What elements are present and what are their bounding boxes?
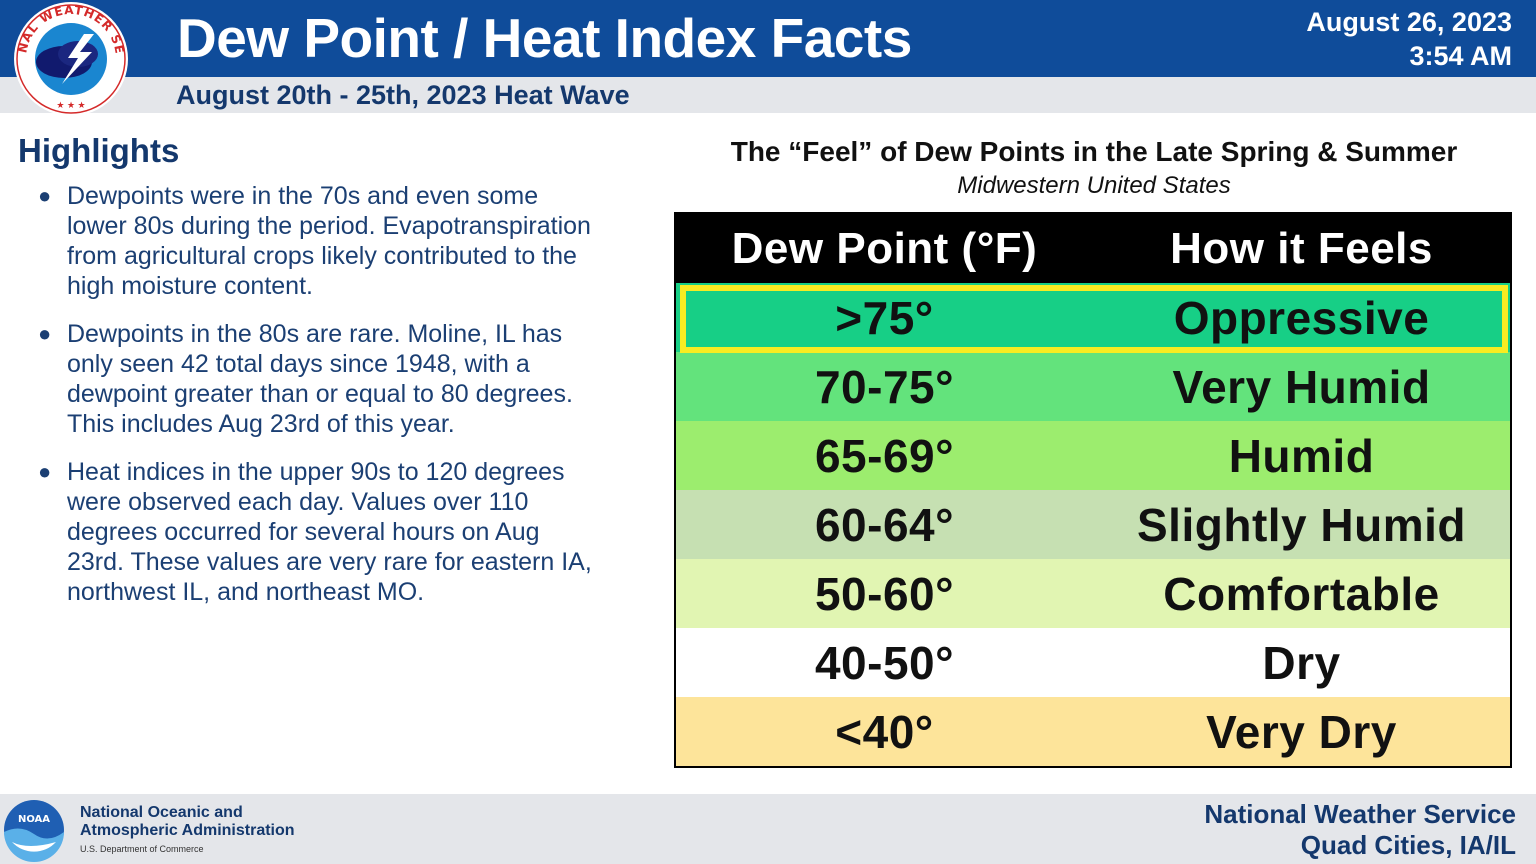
noaa-line-2: Atmospheric Administration — [80, 822, 295, 839]
table-row: <40° Very Dry — [676, 697, 1510, 766]
table-row: >75° Oppressive — [676, 283, 1510, 352]
time-text: 3:54 AM — [1409, 41, 1512, 71]
dew-feel: Oppressive — [1173, 291, 1430, 344]
dew-range: 60-64° — [814, 498, 955, 551]
dew-feel: Comfortable — [1163, 567, 1440, 620]
bullet-icon: ● — [38, 321, 52, 346]
footer-bar — [0, 794, 1536, 864]
page-title: Dew Point / Heat Index Facts — [177, 7, 912, 69]
dew-range: 40-50° — [814, 636, 955, 689]
dew-feel: Very Humid — [1172, 360, 1431, 413]
table-row: 70-75° Very Humid — [676, 352, 1510, 421]
oppressive-highlight-box — [680, 285, 1508, 353]
table-row: 40-50° Dry — [676, 628, 1510, 697]
dew-range: >75° — [835, 291, 934, 344]
highlight-text: Dewpoints in the 80s are rare. Moline, I… — [67, 320, 573, 438]
date-text: August 26, 2023 — [1306, 7, 1512, 37]
highlight-item: ● Dewpoints were in the 70s and even som… — [38, 181, 598, 301]
dew-range: 65-69° — [814, 429, 955, 482]
header-dew-point: Dew Point (°F) — [731, 223, 1038, 273]
subheader-bar — [0, 77, 1536, 113]
nws-office: National Weather Service Quad Cities, IA… — [1204, 799, 1516, 861]
table-row: 65-69° Humid — [676, 421, 1510, 490]
nws-line-1: National Weather Service — [1204, 799, 1516, 829]
table-row: 60-64° Slightly Humid — [676, 490, 1510, 559]
highlight-item: ● Dewpoints in the 80s are rare. Moline,… — [38, 319, 598, 439]
noaa-line-1: National Oceanic and — [80, 804, 243, 821]
svg-text:NOAA: NOAA — [18, 814, 50, 825]
header-bar — [0, 0, 1536, 77]
noaa-logo-icon: NOAA — [4, 800, 64, 862]
table-title: The “Feel” of Dew Points in the Late Spr… — [730, 136, 1458, 167]
dew-feel: Dry — [1262, 636, 1341, 689]
dew-range: <40° — [835, 705, 934, 758]
page-subtitle: August 20th - 25th, 2023 Heat Wave — [176, 80, 630, 110]
nws-line-2: Quad Cities, IA/IL — [1300, 830, 1516, 860]
dew-range: 70-75° — [814, 360, 955, 413]
header-how-it-feels: How it Feels — [1170, 223, 1433, 273]
bullet-icon: ● — [38, 183, 52, 208]
highlights-list: ● Dewpoints were in the 70s and even som… — [38, 181, 598, 625]
dew-feel: Humid — [1228, 429, 1375, 482]
table-header-row: Dew Point (°F) How it Feels — [676, 214, 1510, 283]
nws-seal-icon: NATIONAL WEATHER SERVICE ★ ★ ★ — [12, 0, 128, 116]
svg-text:★ ★ ★: ★ ★ ★ — [56, 100, 85, 110]
highlight-item: ● Heat indices in the upper 90s to 120 d… — [38, 457, 598, 607]
dew-feel: Slightly Humid — [1137, 498, 1466, 551]
table-subtitle: Midwestern United States — [957, 172, 1231, 199]
timestamp: August 26, 2023 3:54 AM — [1306, 5, 1512, 73]
dew-point-table: Dew Point (°F) How it Feels >75° Oppress… — [674, 212, 1512, 768]
highlight-text: Dewpoints were in the 70s and even some … — [67, 182, 591, 300]
dew-range: 50-60° — [814, 567, 955, 620]
table-row: 50-60° Comfortable — [676, 559, 1510, 628]
dew-feel: Very Dry — [1206, 705, 1397, 758]
highlight-text: Heat indices in the upper 90s to 120 deg… — [67, 458, 592, 606]
bullet-icon: ● — [38, 459, 52, 484]
noaa-department: U.S. Department of Commerce — [80, 844, 204, 854]
noaa-name: National Oceanic and Atmospheric Adminis… — [80, 804, 295, 840]
highlights-title: Highlights — [18, 132, 180, 169]
